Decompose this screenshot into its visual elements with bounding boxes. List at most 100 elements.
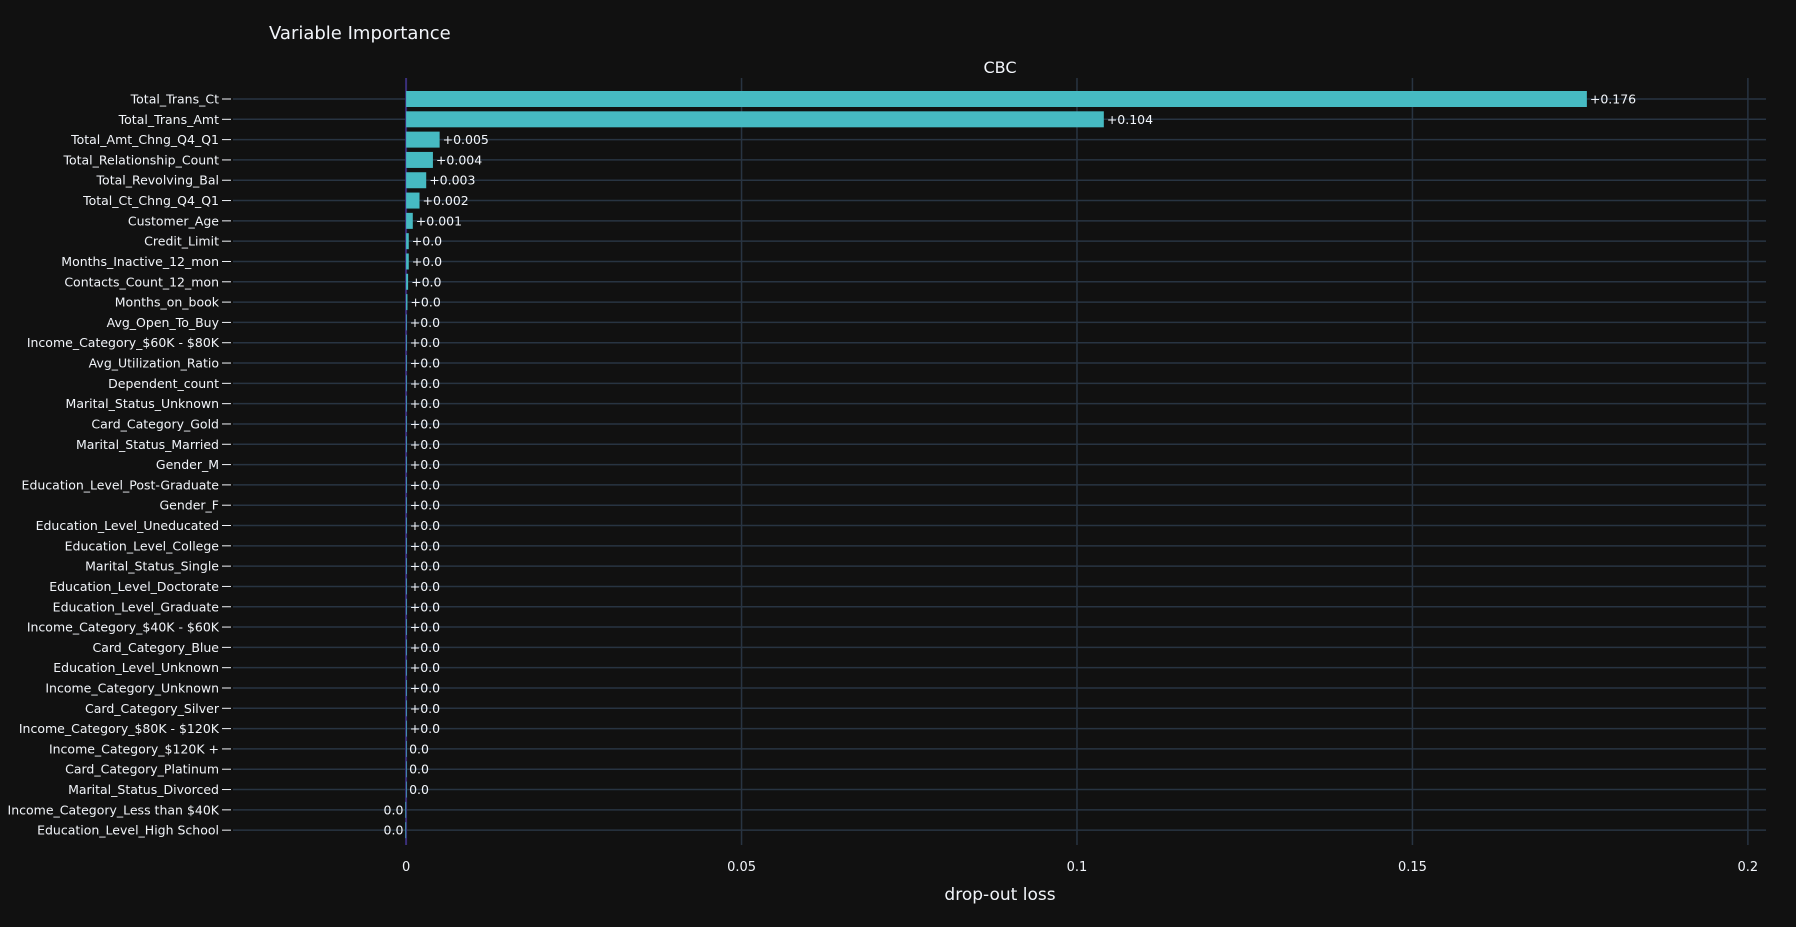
bar-data-label: +0.0 [410, 457, 440, 472]
bar-data-label: +0.005 [443, 132, 489, 147]
bar[interactable] [406, 639, 407, 656]
bar-data-label: +0.0 [410, 680, 440, 695]
y-tick-label: Total_Relationship_Count [62, 152, 219, 167]
x-tick-label: 0.2 [1738, 860, 1759, 875]
bar[interactable] [406, 212, 413, 229]
bar-data-label: 0.0 [409, 782, 429, 797]
bar-data-label: 0.0 [384, 823, 404, 838]
bar[interactable] [406, 720, 407, 737]
bar-data-label: +0.0 [410, 437, 440, 452]
bar-data-label: +0.0 [410, 356, 440, 371]
bar[interactable] [406, 537, 407, 554]
y-tick-label: Card_Category_Gold [91, 416, 219, 431]
bar-data-label: +0.176 [1590, 92, 1636, 107]
y-tick-label: Gender_F [159, 498, 219, 513]
bar-data-label: +0.0 [410, 376, 440, 391]
bar-data-label: +0.0 [410, 660, 440, 675]
bar[interactable] [405, 801, 407, 818]
bar-data-label: +0.0 [412, 234, 442, 249]
bar[interactable] [406, 497, 407, 514]
bar[interactable] [406, 334, 407, 351]
bar[interactable] [406, 740, 407, 757]
bar[interactable] [406, 294, 408, 311]
grid-layer [233, 78, 1766, 845]
bar-data-label: +0.001 [416, 213, 462, 228]
bar[interactable] [406, 700, 407, 717]
bar[interactable] [406, 781, 407, 798]
bar[interactable] [406, 476, 407, 493]
bar[interactable] [406, 619, 407, 636]
bar[interactable] [406, 578, 407, 595]
y-tick-label: Education_Level_Post-Graduate [22, 477, 220, 492]
y-tick-label: Total_Trans_Ct [130, 92, 219, 107]
y-tick-label: Income_Category_$60K - $80K [27, 335, 220, 350]
bar[interactable] [406, 436, 407, 453]
y-tick-label: Customer_Age [128, 213, 219, 228]
bar[interactable] [406, 558, 407, 575]
bar-layer [405, 91, 1587, 839]
bar[interactable] [406, 517, 407, 534]
y-tick-label: Education_Level_High School [37, 823, 219, 838]
y-tick-label: Education_Level_Uneducated [36, 518, 219, 533]
y-tick-label: Months_Inactive_12_mon [61, 254, 219, 269]
y-tick-label: Dependent_count [108, 376, 219, 391]
y-tick-label: Income_Category_Unknown [45, 680, 219, 695]
y-tick-label: Marital_Status_Single [85, 559, 219, 574]
y-tick-label: Months_on_book [115, 295, 220, 310]
bar-data-label: +0.0 [410, 538, 440, 553]
bar[interactable] [406, 151, 433, 168]
bar-data-label: 0.0 [409, 741, 429, 756]
x-tick-label: 0.05 [727, 860, 756, 875]
bar[interactable] [406, 314, 407, 331]
y-tick-label: Total_Amt_Chng_Q4_Q1 [70, 132, 219, 147]
chart-title: Variable Importance [269, 23, 451, 44]
bar-data-label: 0.0 [384, 802, 404, 817]
label-layer: 0 0.05 0.1 0.15 0.2 Total_Trans_Ct +0.176 Total… [8, 92, 1759, 876]
bar[interactable] [406, 598, 407, 615]
bar-data-label: +0.0 [412, 254, 442, 269]
bar[interactable] [406, 456, 407, 473]
y-tick-label: Income_Category_$120K + [49, 741, 219, 756]
bar[interactable] [406, 375, 407, 392]
y-tick-label: Income_Category_Less than $40K [8, 802, 220, 817]
x-tick-label: 0.1 [1067, 860, 1088, 875]
y-tick-label: Avg_Utilization_Ratio [89, 356, 219, 371]
bar[interactable] [406, 415, 407, 432]
x-tick-label: 0.15 [1398, 860, 1427, 875]
bar[interactable] [406, 679, 407, 696]
y-tick-label: Card_Category_Silver [85, 701, 220, 716]
y-tick-label: Total_Ct_Chng_Q4_Q1 [82, 193, 219, 208]
bar-data-label: 0.0 [409, 762, 429, 777]
y-tick-label: Avg_Open_To_Buy [107, 315, 220, 330]
bar[interactable] [406, 273, 409, 290]
bar-data-label: +0.0 [410, 620, 440, 635]
y-tick-label: Education_Level_Unknown [53, 660, 219, 675]
y-tick-label: Marital_Status_Divorced [68, 782, 219, 797]
bar[interactable] [405, 822, 407, 839]
y-tick-label: Card_Category_Platinum [65, 762, 219, 777]
bar[interactable] [406, 761, 407, 778]
bar[interactable] [406, 233, 409, 250]
bar-data-label: +0.0 [410, 396, 440, 411]
bar-data-label: +0.002 [423, 193, 469, 208]
bar[interactable] [406, 395, 407, 412]
bar-data-label: +0.0 [410, 640, 440, 655]
y-tick-label: Card_Category_Blue [92, 640, 219, 655]
bar[interactable] [406, 355, 407, 372]
bar[interactable] [406, 172, 427, 189]
bar[interactable] [406, 111, 1104, 128]
bar-data-label: +0.0 [410, 295, 440, 310]
bar[interactable] [406, 131, 440, 148]
y-tick-label: Marital_Status_Married [76, 437, 219, 452]
bar[interactable] [406, 91, 1587, 107]
y-tick-label: Marital_Status_Unknown [66, 396, 219, 411]
bar-data-label: +0.0 [410, 416, 440, 431]
y-tick-label: Income_Category_$80K - $120K [19, 721, 220, 736]
x-tick-label: 0 [402, 860, 410, 875]
bar[interactable] [406, 659, 407, 676]
bar-data-label: +0.0 [410, 498, 440, 513]
bar[interactable] [406, 192, 420, 209]
bar[interactable] [406, 253, 409, 270]
